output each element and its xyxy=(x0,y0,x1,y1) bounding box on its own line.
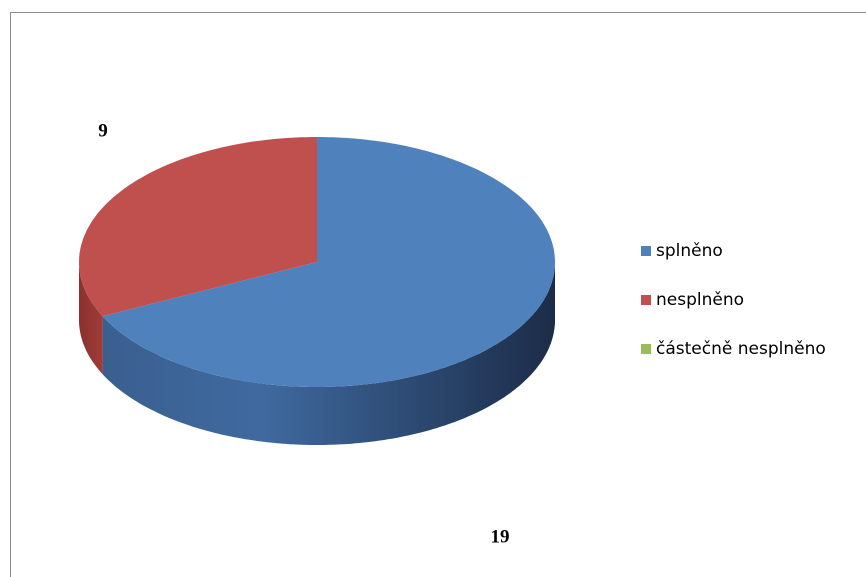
legend-swatch xyxy=(641,246,651,256)
legend-label: nesplněno xyxy=(656,290,744,310)
pie-slice xyxy=(79,137,317,317)
pie-slice-side xyxy=(102,262,555,445)
legend-label: částečně nesplněno xyxy=(656,339,826,359)
data-label: 19 xyxy=(491,526,510,547)
legend-swatch xyxy=(641,344,651,354)
data-label: 9 xyxy=(98,120,108,141)
pie-slice xyxy=(102,137,555,387)
legend-swatch xyxy=(641,295,651,305)
pie-slice-side xyxy=(79,262,103,375)
legend-label: splněno xyxy=(656,241,723,261)
